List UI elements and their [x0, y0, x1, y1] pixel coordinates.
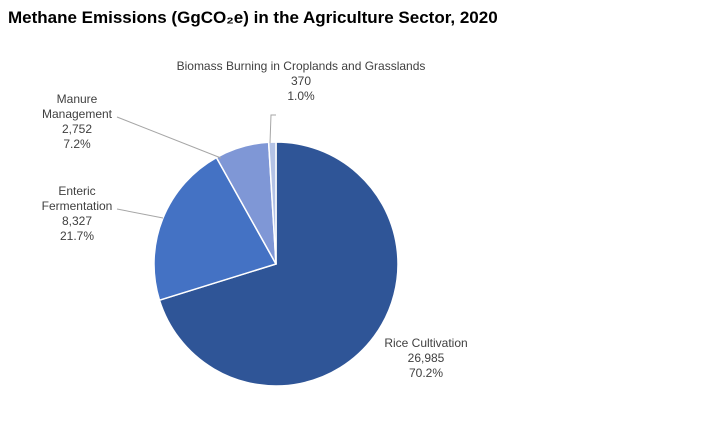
data-label-rice-cultivation: Rice Cultivation 26,985 70.2%: [384, 336, 467, 380]
pie-slice-biomass-burning-in-croplands-and-grasslands: [267, 141, 277, 265]
data-label-manure-management: Manure Management 2,752 7.2%: [42, 92, 113, 151]
pie-slice-enteric-fermentation: [153, 156, 278, 302]
data-label-enteric-fermentation: Enteric Fermentation 8,327 21.7%: [42, 184, 113, 243]
chart-title: Methane Emissions (GgCO₂e) in the Agricu…: [8, 8, 498, 27]
data-label-biomass-burning-in-croplands-and-grasslands: Biomass Burning in Croplands and Grassla…: [177, 59, 426, 103]
leader-line-enteric-fermentation: [116, 208, 164, 219]
leader-line-manure-management: [116, 116, 222, 159]
leader-line-biomass-burning-in-croplands-and-grasslands: [269, 114, 276, 144]
pie-slice-rice-cultivation: [158, 141, 399, 387]
